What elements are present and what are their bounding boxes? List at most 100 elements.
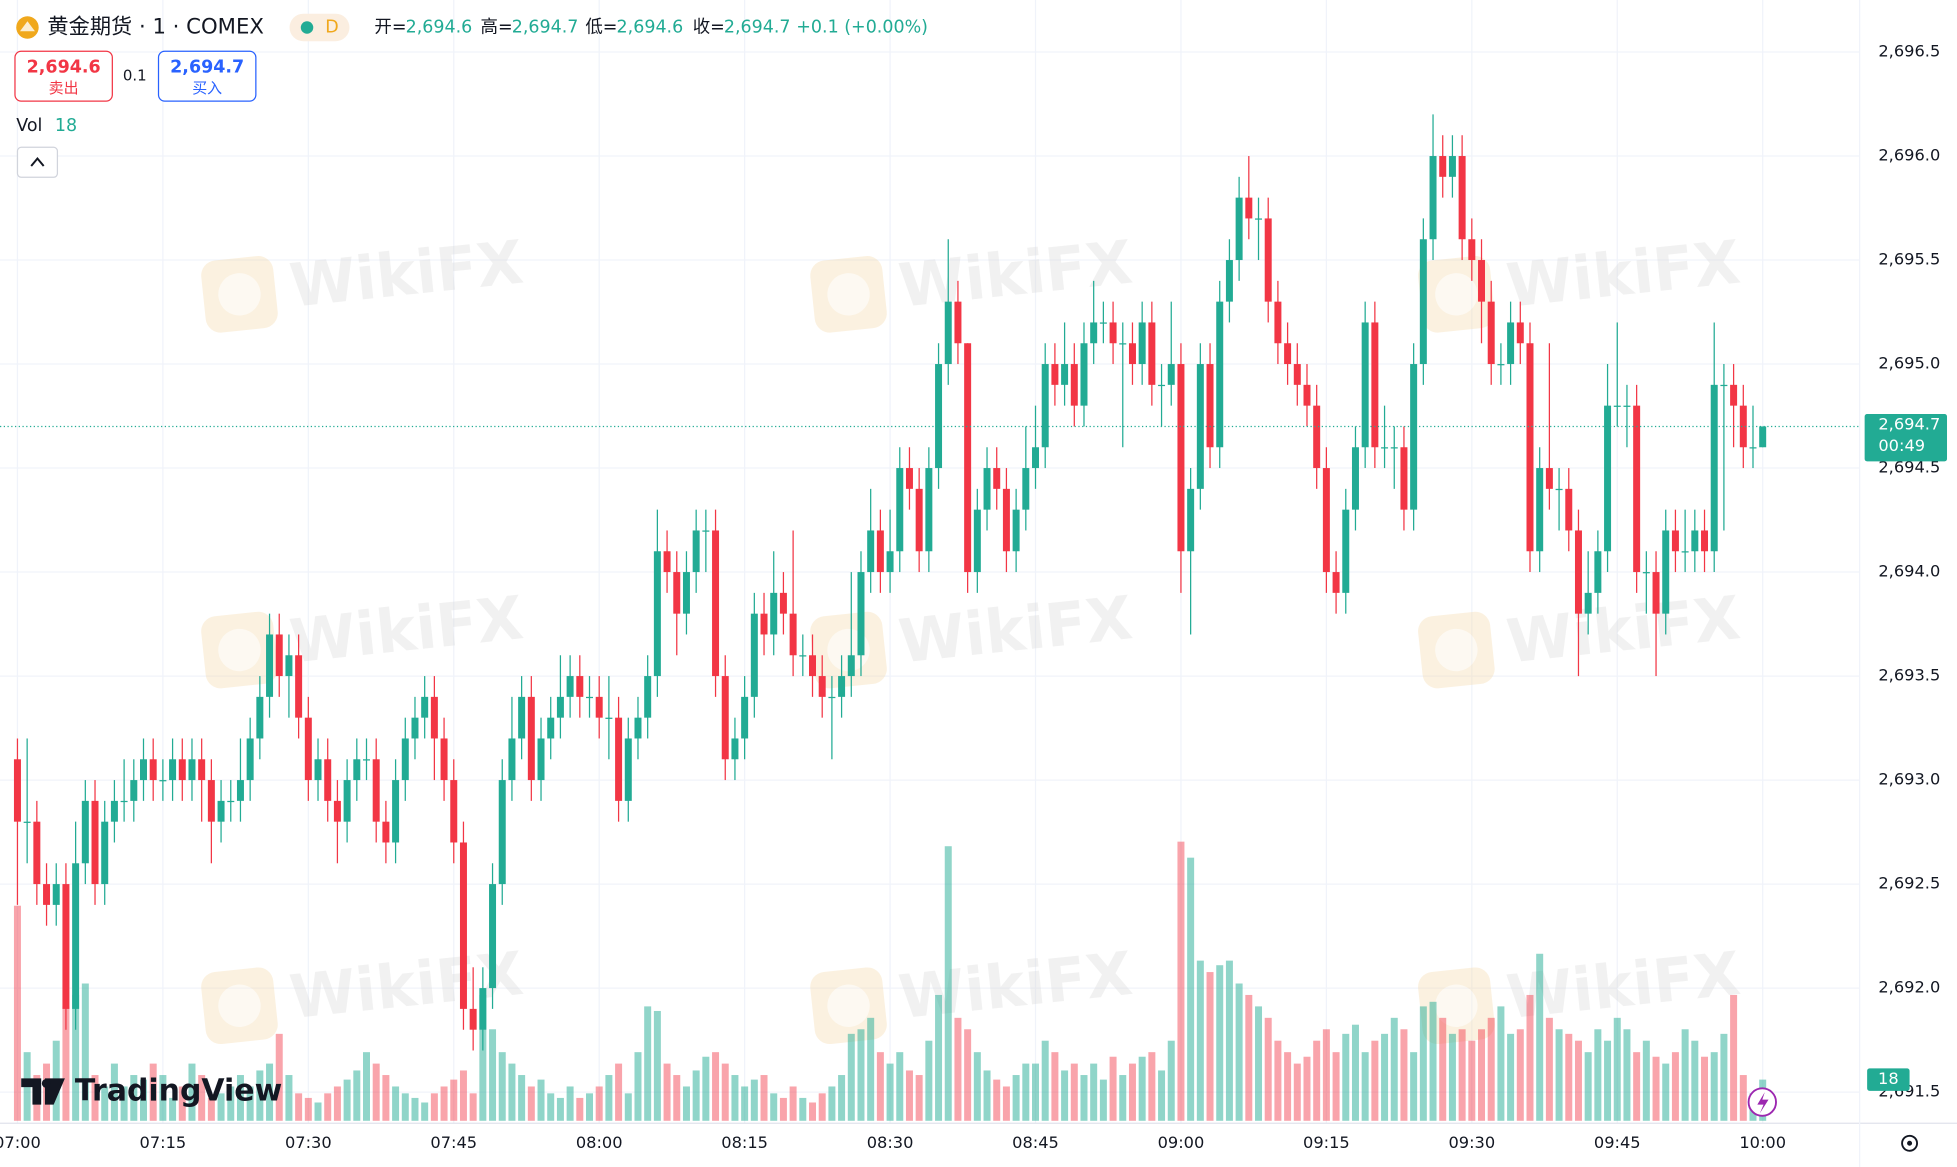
volume-bar [576, 1097, 584, 1121]
watermark-logo-mark [1435, 273, 1478, 316]
volume-bar [537, 1079, 545, 1121]
volume-bar [1458, 1029, 1466, 1121]
candle-body [644, 676, 652, 718]
candle-body [266, 634, 274, 697]
volume-bar [692, 1070, 700, 1121]
volume-bar [1119, 1075, 1127, 1121]
candle-body [828, 696, 836, 699]
volume-bar [547, 1093, 555, 1121]
volume-bar [275, 1033, 283, 1121]
symbol-title[interactable]: 黄金期货 · 1 · COMEX [47, 14, 263, 39]
volume-bar [1526, 994, 1534, 1121]
symbol-icon-glyph [19, 21, 35, 32]
x-tick-label: 10:00 [1739, 1133, 1786, 1152]
buy-label: 买入 [192, 79, 222, 97]
volume-bar [411, 1097, 419, 1121]
volume-bar [159, 1075, 167, 1121]
volume-bar [91, 1075, 99, 1121]
candle-body [363, 759, 370, 761]
candle-body [508, 738, 516, 781]
volume-bar [1099, 1079, 1107, 1121]
volume-bar [886, 1063, 894, 1121]
candle-body [1080, 343, 1088, 406]
candle-body [663, 551, 671, 573]
brand-name[interactable]: TradingView [75, 1074, 282, 1109]
candle-body [653, 551, 661, 677]
candle-body [556, 696, 564, 718]
collapse-button[interactable] [16, 146, 59, 178]
volume-bar [1419, 1006, 1427, 1121]
candle-body [246, 738, 254, 781]
last-price-box [1864, 413, 1948, 462]
candle-body [227, 800, 235, 803]
alert-icon [1757, 1092, 1769, 1114]
volume-bar [1167, 1040, 1175, 1121]
volume-bar [1196, 960, 1204, 1121]
volume-bar [1701, 1056, 1709, 1121]
volume-bar [566, 1086, 574, 1121]
buy-button[interactable] [157, 50, 257, 102]
volume-bar [1516, 1029, 1524, 1121]
volume-bar [1478, 1029, 1486, 1121]
volume-bar [1274, 1040, 1282, 1121]
volume-bar [605, 1075, 613, 1121]
candle-body [847, 655, 855, 677]
volume-bar [1710, 1052, 1718, 1121]
volume-bar [256, 1070, 264, 1121]
volume-bar [770, 1093, 778, 1121]
candle-body [1099, 322, 1107, 324]
y-tick-label: 2,692.0 [1878, 978, 1940, 997]
watermark-logo-mark [827, 273, 870, 316]
volume-bar [1487, 1017, 1495, 1121]
volume-bar [421, 1102, 429, 1121]
candle-body [818, 676, 826, 697]
candle-body [120, 800, 128, 803]
candle-body [1051, 364, 1059, 385]
y-tick-label: 2,693.5 [1878, 666, 1940, 685]
candle-body [140, 759, 147, 781]
settings-button[interactable] [1901, 1134, 1918, 1152]
volume-bar [527, 1086, 535, 1121]
volume-bar [1381, 1033, 1389, 1121]
sell-button[interactable] [14, 50, 113, 102]
candle-body [498, 780, 506, 885]
volume-bar [983, 1070, 991, 1121]
volume-bar [857, 1029, 865, 1121]
candle-body [1235, 197, 1243, 261]
volume-bar [498, 1052, 506, 1121]
volume-bar [838, 1075, 846, 1121]
candle-body [1507, 322, 1515, 365]
ohlc-legend: 开= 2,694.6 高= 2,694.7 低= 2,694.6 收= 2,694.7 +0.1… [374, 17, 928, 37]
volume-bar [1012, 1075, 1020, 1121]
volume-bar [1623, 1029, 1631, 1121]
volume-bar [1604, 1040, 1612, 1121]
volume-bar [353, 1070, 361, 1121]
volume-badge-label: 18 [1878, 1069, 1899, 1088]
volume-bar [644, 1006, 652, 1121]
buy-price: 2,694.7 [170, 57, 244, 77]
candle-body [217, 800, 225, 822]
watermark-logo-mark [1435, 984, 1478, 1027]
y-tick-label: 2,692.5 [1878, 874, 1940, 893]
candle-body [372, 759, 380, 822]
candle-body [1381, 447, 1389, 449]
volume-bar [440, 1086, 448, 1121]
candle-body [1177, 364, 1185, 552]
candle-body [1701, 530, 1709, 552]
candle-body [1293, 364, 1301, 385]
volume-bar [1536, 953, 1544, 1121]
volume-bar [1177, 841, 1185, 1121]
status-pill[interactable] [289, 13, 350, 42]
candle-body [1594, 551, 1602, 593]
volume-bar [1390, 1017, 1398, 1121]
volume-bar [1361, 1052, 1369, 1121]
volume-bar [392, 1086, 400, 1121]
candle-body [110, 800, 118, 822]
candle-body [1158, 384, 1166, 387]
candle-body [566, 676, 574, 697]
candle-body [925, 468, 933, 552]
volume-bar [1371, 1040, 1379, 1121]
candle-body [1342, 509, 1350, 593]
volume-bar [1691, 1040, 1699, 1121]
